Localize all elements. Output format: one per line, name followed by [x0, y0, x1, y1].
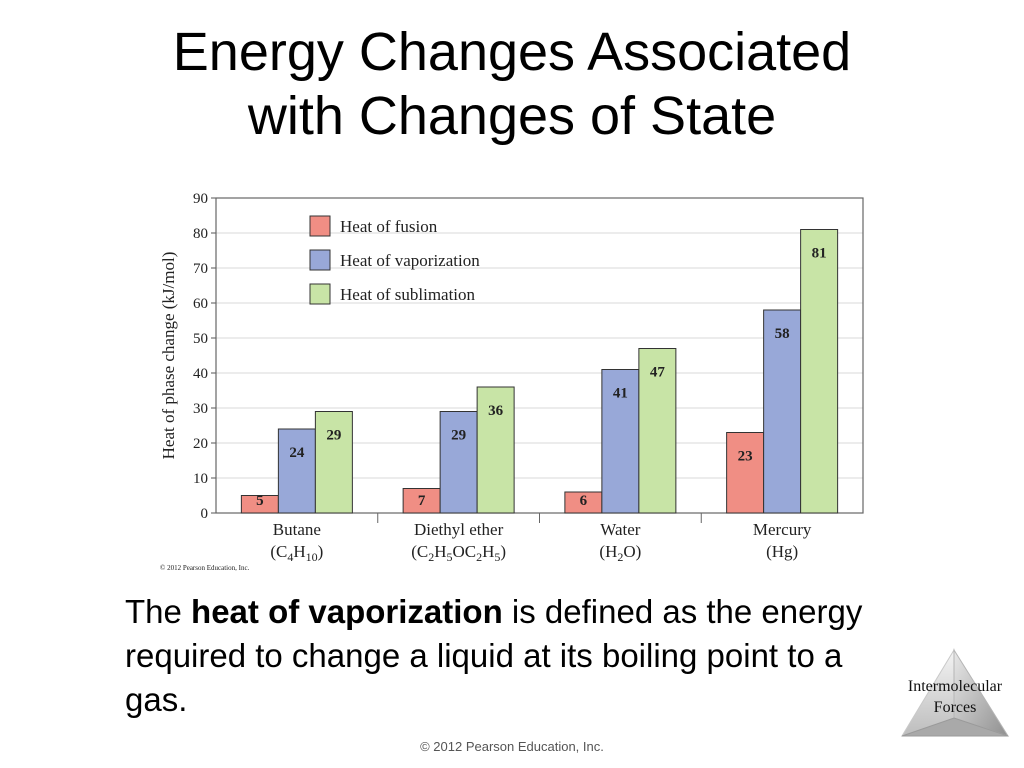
slide-title: Energy Changes Associated with Changes o…	[0, 20, 1024, 148]
bar-value-label: 6	[580, 493, 588, 509]
bar	[314, 411, 353, 514]
legend-label: Heat of fusion	[340, 217, 438, 236]
slide-title-line-2: with Changes of State	[247, 86, 777, 146]
legend-swatch	[309, 283, 331, 305]
y-tick-label: 80	[193, 226, 208, 242]
y-tick-label: 70	[193, 261, 208, 277]
x-category-label: Butane	[273, 520, 321, 539]
bar-value-label: 5	[256, 493, 264, 509]
bar	[476, 386, 515, 514]
bar-value-label: 7	[418, 493, 426, 509]
x-category-label: Mercury	[753, 520, 812, 539]
badge-label-line-2: Forces	[933, 699, 977, 716]
bar	[439, 411, 478, 514]
definition-prefix: The	[125, 593, 192, 630]
legend-label: Heat of sublimation	[340, 285, 476, 304]
bar-value-label: 41	[613, 386, 628, 402]
bar	[800, 229, 839, 514]
y-tick-label: 40	[193, 366, 208, 382]
legend-swatch	[309, 215, 331, 237]
y-tick-label: 50	[193, 331, 208, 347]
y-tick-label: 20	[193, 436, 208, 452]
bar-chart: 0 10 20 30 40 50 60 70 80 90 Heat of phase change …	[159, 191, 864, 572]
intermolecular-forces-badge[interactable]: Intermolecular Forces	[890, 648, 1020, 740]
bar-value-label: 58	[775, 326, 790, 342]
y-tick-label: 90	[193, 191, 208, 207]
badge-label: Intermolecular Forces	[890, 676, 1020, 718]
y-axis-title: Heat of phase change (kJ/mol)	[159, 252, 178, 460]
triangle-icon	[900, 648, 1010, 737]
bar	[277, 428, 316, 514]
bar-value-label: 81	[812, 246, 827, 262]
badge-label-line-1: Intermolecular	[907, 678, 1003, 695]
bar-value-label: 36	[488, 403, 504, 419]
footer-copyright: © 2012 Pearson Education, Inc.	[420, 739, 604, 754]
legend-label: Heat of vaporization	[340, 251, 480, 270]
y-tick-label: 60	[193, 296, 208, 312]
definition-text: The heat of vaporization is defined as t…	[125, 590, 905, 722]
bar	[726, 432, 765, 514]
bar	[763, 309, 802, 514]
bar-value-label: 47	[650, 365, 666, 381]
bar-value-label: 23	[738, 449, 753, 465]
y-tick-label: 10	[193, 471, 208, 487]
x-category-formula: (C4H10)	[270, 542, 323, 564]
x-category-formula: (H2O)	[599, 542, 641, 564]
slide-title-line-1: Energy Changes Associated	[172, 22, 852, 82]
definition-rest: is defined as the energy required to cha…	[125, 593, 863, 718]
x-category-formula: (C2H5OC2H5)	[411, 542, 506, 564]
bar-value-label: 29	[451, 428, 466, 444]
y-tick-label: 30	[193, 401, 208, 417]
x-category-label: Water	[600, 520, 640, 539]
bar	[601, 369, 640, 514]
bar	[638, 348, 677, 514]
bar-value-label: 24	[289, 445, 305, 461]
chart-copyright: © 2012 Pearson Education, Inc.	[160, 564, 250, 572]
x-category-formula: (Hg)	[766, 542, 798, 561]
y-tick-label: 0	[201, 506, 209, 522]
x-category-label: Diethyl ether	[414, 520, 504, 539]
legend-swatch	[309, 249, 331, 271]
bar-value-label: 29	[326, 428, 341, 444]
definition-term: heat of vaporization	[191, 593, 503, 630]
